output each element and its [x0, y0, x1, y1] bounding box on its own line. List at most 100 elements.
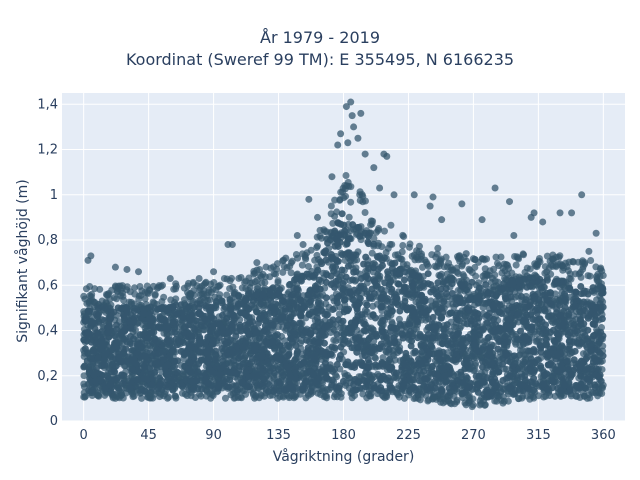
data-point [97, 376, 105, 384]
data-point [290, 392, 298, 400]
data-point [470, 333, 478, 341]
data-point [440, 298, 448, 306]
data-point [356, 232, 364, 240]
data-point [340, 330, 348, 338]
data-point [367, 221, 375, 229]
data-point [104, 291, 112, 299]
data-point [457, 371, 465, 379]
data-point [99, 333, 107, 341]
data-point [167, 296, 175, 304]
data-point [573, 383, 581, 391]
data-point [252, 379, 260, 387]
data-point [363, 301, 371, 309]
data-point [198, 282, 206, 290]
data-point [304, 262, 312, 270]
data-point [405, 387, 413, 395]
data-point [370, 235, 378, 243]
data-point [378, 325, 386, 333]
data-point [314, 389, 322, 397]
data-point [479, 272, 487, 280]
data-point [455, 253, 463, 261]
data-point [156, 305, 164, 313]
data-point [388, 318, 396, 326]
data-point [311, 378, 319, 386]
data-point [141, 295, 149, 303]
data-point [597, 335, 605, 343]
data-point [516, 381, 524, 389]
data-point [331, 212, 339, 220]
data-point [121, 325, 129, 333]
data-point [378, 243, 386, 251]
data-point [512, 261, 520, 269]
data-point [314, 266, 322, 274]
data-point [118, 371, 126, 379]
data-point [423, 260, 431, 268]
data-point [369, 302, 377, 310]
data-point [411, 347, 419, 355]
data-point [492, 253, 500, 261]
data-point [348, 344, 356, 352]
data-point [579, 378, 587, 386]
data-point [126, 318, 134, 326]
data-point [537, 284, 545, 292]
data-point [266, 273, 274, 281]
data-point [358, 191, 366, 199]
data-point [483, 319, 491, 327]
data-point [275, 290, 283, 298]
data-point [354, 344, 362, 352]
data-point [241, 278, 249, 286]
data-point [575, 270, 583, 278]
data-point [287, 269, 295, 277]
data-point [118, 289, 126, 297]
data-point [328, 343, 336, 351]
data-point [314, 299, 322, 307]
data-points [80, 98, 607, 411]
data-point [335, 231, 343, 239]
data-point [549, 251, 557, 259]
data-point [287, 293, 295, 301]
data-point [431, 384, 439, 392]
data-point [343, 240, 351, 248]
data-point [345, 213, 353, 221]
data-point [380, 227, 388, 235]
chart-title-line2: Koordinat (Sweref 99 TM): E 355495, N 61… [125, 50, 515, 69]
data-point [381, 254, 389, 262]
data-point [238, 379, 246, 387]
data-point [361, 327, 369, 335]
data-point [153, 364, 161, 372]
data-point [301, 304, 309, 312]
data-point [260, 345, 268, 353]
data-point [578, 339, 586, 347]
data-point [504, 374, 512, 382]
data-point [185, 358, 193, 366]
data-point [173, 341, 181, 349]
data-point [120, 335, 128, 343]
data-point [341, 336, 349, 344]
data-point [508, 303, 516, 311]
data-point [441, 372, 449, 380]
data-point [173, 368, 181, 376]
data-point [97, 345, 105, 353]
data-point [350, 268, 358, 276]
data-point [296, 319, 304, 327]
data-point [308, 272, 316, 280]
data-point [441, 333, 449, 341]
data-point [143, 375, 151, 383]
data-point [526, 265, 534, 273]
data-point [440, 326, 448, 334]
data-point [396, 321, 404, 329]
data-point [369, 311, 377, 319]
data-point [119, 394, 127, 402]
data-point [332, 278, 340, 286]
data-point [150, 328, 158, 336]
data-point [285, 350, 293, 358]
data-point [393, 374, 401, 382]
data-point [455, 329, 463, 337]
data-point [554, 384, 562, 392]
data-point [338, 251, 346, 259]
data-point [547, 359, 555, 367]
data-point [580, 298, 588, 306]
data-point [580, 392, 588, 400]
data-point [532, 380, 540, 388]
data-point [448, 280, 456, 288]
